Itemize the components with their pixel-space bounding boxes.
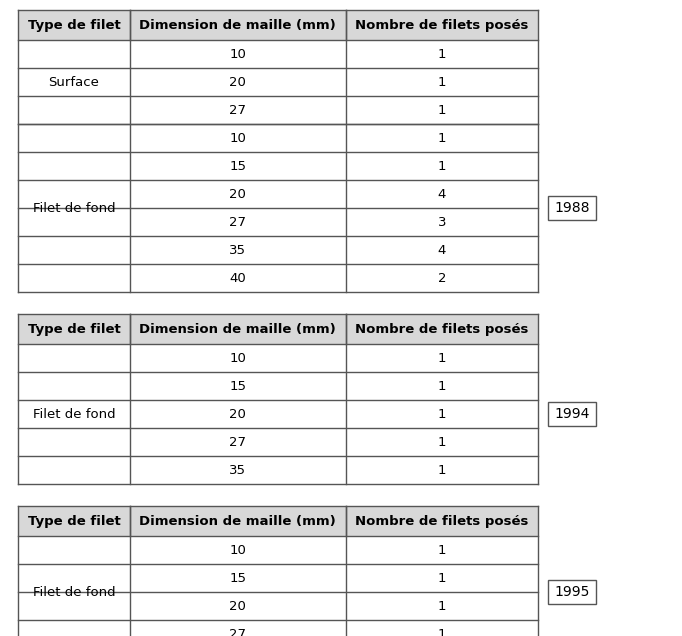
Text: 1: 1 <box>438 48 446 60</box>
Text: 10: 10 <box>229 48 246 60</box>
Text: 40: 40 <box>229 272 246 284</box>
Text: Dimension de maille (mm): Dimension de maille (mm) <box>139 515 336 527</box>
Text: Filet de fond: Filet de fond <box>33 408 115 420</box>
Bar <box>548 580 596 604</box>
Text: 27: 27 <box>229 628 246 636</box>
Text: 10: 10 <box>229 544 246 556</box>
Text: 1: 1 <box>438 600 446 612</box>
Bar <box>18 506 538 536</box>
Text: 35: 35 <box>229 244 246 256</box>
Text: 1: 1 <box>438 160 446 172</box>
Text: 1: 1 <box>438 76 446 88</box>
Text: Nombre de filets posés: Nombre de filets posés <box>355 18 529 32</box>
Text: 1: 1 <box>438 628 446 636</box>
Text: 27: 27 <box>229 104 246 116</box>
Text: 27: 27 <box>229 216 246 228</box>
Bar <box>548 196 596 220</box>
Text: Filet de fond: Filet de fond <box>33 202 115 214</box>
Text: 27: 27 <box>229 436 246 448</box>
Text: Type de filet: Type de filet <box>27 322 120 336</box>
Text: 1988: 1988 <box>554 201 590 215</box>
Bar <box>548 402 596 426</box>
Text: 15: 15 <box>229 380 246 392</box>
Text: 10: 10 <box>229 352 246 364</box>
Text: 1994: 1994 <box>554 407 590 421</box>
Text: 1: 1 <box>438 132 446 144</box>
Text: 1: 1 <box>438 572 446 584</box>
Text: 15: 15 <box>229 572 246 584</box>
Text: 10: 10 <box>229 132 246 144</box>
Text: 20: 20 <box>229 76 246 88</box>
Text: Dimension de maille (mm): Dimension de maille (mm) <box>139 322 336 336</box>
Text: 3: 3 <box>438 216 446 228</box>
Text: 1: 1 <box>438 544 446 556</box>
Text: 15: 15 <box>229 160 246 172</box>
Text: 20: 20 <box>229 188 246 200</box>
Text: Filet de fond: Filet de fond <box>33 586 115 598</box>
Text: Nombre de filets posés: Nombre de filets posés <box>355 515 529 527</box>
Text: 4: 4 <box>438 244 446 256</box>
Text: Surface: Surface <box>48 76 100 88</box>
Text: Type de filet: Type de filet <box>27 515 120 527</box>
Text: 2: 2 <box>438 272 446 284</box>
Bar <box>18 10 538 40</box>
Bar <box>18 314 538 344</box>
Text: 1: 1 <box>438 436 446 448</box>
Text: 1: 1 <box>438 408 446 420</box>
Text: 20: 20 <box>229 600 246 612</box>
Text: 20: 20 <box>229 408 246 420</box>
Text: Dimension de maille (mm): Dimension de maille (mm) <box>139 18 336 32</box>
Text: 1: 1 <box>438 464 446 476</box>
Text: 1: 1 <box>438 352 446 364</box>
Text: 4: 4 <box>438 188 446 200</box>
Text: Type de filet: Type de filet <box>27 18 120 32</box>
Text: Nombre de filets posés: Nombre de filets posés <box>355 322 529 336</box>
Text: 1995: 1995 <box>554 585 590 599</box>
Text: 1: 1 <box>438 104 446 116</box>
Text: 35: 35 <box>229 464 246 476</box>
Text: 1: 1 <box>438 380 446 392</box>
